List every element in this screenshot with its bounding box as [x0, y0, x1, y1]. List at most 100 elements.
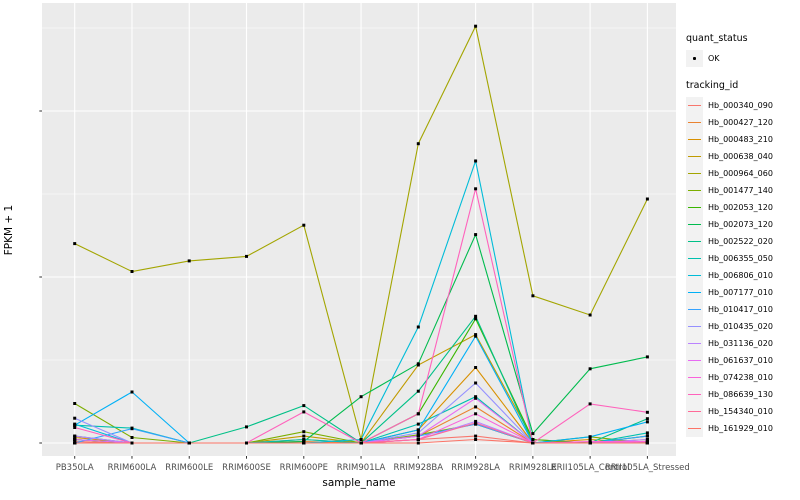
data-point — [73, 434, 77, 438]
legend-entry-label: Hb_031136_020 — [708, 339, 773, 348]
legend-color-line — [688, 410, 701, 413]
legend-color-line — [688, 359, 701, 362]
legend-key-swatch — [686, 352, 703, 369]
legend-entry-label: Hb_000340_090 — [708, 101, 773, 110]
legend-tracking-entries: Hb_000340_090 Hb_000427_120 Hb_000483_210 H… — [686, 97, 800, 437]
data-point — [416, 431, 420, 435]
legend-key-swatch — [686, 97, 703, 114]
legend-entry-label: Hb_000638_040 — [708, 152, 773, 161]
data-point — [645, 441, 649, 445]
legend-color-line — [688, 427, 701, 430]
legend-entry-label: Hb_006355_050 — [708, 254, 773, 263]
data-point — [474, 381, 478, 385]
x-tick-label-RRIM928LE: RRIM928LE — [508, 463, 557, 473]
legend-entry-label: Hb_086639_130 — [708, 390, 773, 399]
legend-color-line — [688, 172, 701, 175]
data-point — [588, 438, 592, 441]
x-tick-label-RRIM600LE: RRIM600LE — [165, 463, 214, 473]
data-point — [416, 362, 420, 366]
legend-color-line — [688, 189, 701, 192]
data-point — [588, 402, 592, 406]
legend-key-swatch — [686, 250, 703, 267]
x-tick-label-RRII105LA_Stressed: RRII105LA_Stressed — [604, 463, 690, 473]
data-point — [73, 438, 77, 441]
legend-entry-Hb_002073_120: Hb_002073_120 — [686, 216, 800, 233]
data-point — [245, 425, 248, 429]
legend-entry-label: Hb_161929_010 — [708, 424, 773, 433]
legend-item-ok: OK — [686, 50, 800, 67]
legend-title-quant-status: quant_status — [686, 33, 748, 44]
data-point — [474, 314, 478, 318]
legend-entry-Hb_031136_020: Hb_031136_020 — [686, 335, 800, 352]
legend-entry-Hb_000340_090: Hb_000340_090 — [686, 97, 800, 114]
legend-title-tracking-id: tracking_id — [686, 80, 739, 91]
legend-key-swatch — [686, 369, 703, 386]
legend-key-swatch — [686, 148, 703, 165]
data-point — [187, 259, 191, 263]
data-point — [645, 420, 649, 424]
data-point — [245, 254, 248, 258]
data-point — [474, 421, 478, 425]
data-point — [531, 432, 535, 436]
legend-entry-label: Hb_000427_120 — [708, 118, 773, 127]
data-point — [130, 436, 134, 439]
legend-entry-label: Hb_000964_060 — [708, 169, 773, 178]
x-tick-label-PB350LA: PB350LA — [55, 463, 94, 473]
legend-color-line — [688, 342, 701, 345]
data-point — [73, 423, 77, 427]
data-point — [359, 395, 363, 399]
legend-entry-label: Hb_002522_020 — [708, 237, 773, 246]
data-point — [531, 441, 535, 445]
data-point — [416, 422, 420, 426]
data-point — [416, 438, 420, 441]
legend-entry-label: Hb_002053_120 — [708, 203, 773, 212]
x-tick-label-RRIM600SE: RRIM600SE — [222, 463, 271, 473]
legend-color-line — [688, 274, 701, 277]
data-point — [130, 270, 134, 273]
data-point — [474, 434, 478, 438]
data-point — [645, 431, 649, 435]
legend-color-line — [688, 155, 701, 158]
data-point — [588, 435, 592, 439]
data-point — [588, 367, 592, 371]
data-point — [645, 197, 649, 201]
legend-key-swatch — [686, 284, 703, 301]
legend-entry-Hb_000638_040: Hb_000638_040 — [686, 148, 800, 165]
data-point — [416, 441, 420, 445]
legend-key-swatch — [686, 420, 703, 437]
data-point — [416, 142, 420, 146]
data-point — [531, 294, 535, 298]
x-tick-label-RRII105LA_Control: RRII105LA_Control — [550, 463, 630, 473]
legend-entry-Hb_000427_120: Hb_000427_120 — [686, 114, 800, 131]
legend-entry-label: Hb_007177_010 — [708, 288, 773, 297]
legend-color-line — [688, 376, 701, 379]
legend-key-swatch — [686, 131, 703, 148]
data-point — [302, 404, 306, 408]
legend-key-swatch — [686, 199, 703, 216]
legend-key-swatch — [686, 318, 703, 335]
data-point — [531, 438, 535, 441]
legend-entry-Hb_074238_010: Hb_074238_010 — [686, 369, 800, 386]
data-point — [73, 402, 77, 405]
data-point — [474, 233, 478, 237]
legend-key-swatch — [686, 403, 703, 420]
legend-entry-Hb_002522_020: Hb_002522_020 — [686, 233, 800, 250]
data-point — [130, 441, 134, 445]
data-point — [588, 313, 592, 317]
legend-key-swatch — [686, 267, 703, 284]
x-tick-label-RRIM600LA: RRIM600LA — [107, 463, 157, 473]
legend-entry-Hb_154340_010: Hb_154340_010 — [686, 403, 800, 420]
legend-color-line — [688, 308, 701, 311]
data-point — [474, 187, 478, 191]
legend-key-swatch — [686, 386, 703, 403]
data-point — [416, 325, 420, 329]
legend-entry-label: Hb_002073_120 — [708, 220, 773, 229]
legend-key-swatch — [686, 165, 703, 182]
ok-point-key — [686, 50, 703, 67]
point-marker-icon — [692, 56, 697, 61]
legend-entry-Hb_006806_010: Hb_006806_010 — [686, 267, 800, 284]
x-tick-label-RRIM928LA: RRIM928LA — [451, 463, 500, 473]
legend-key-swatch — [686, 233, 703, 250]
legend-entry-label: Hb_061637_010 — [708, 356, 773, 365]
